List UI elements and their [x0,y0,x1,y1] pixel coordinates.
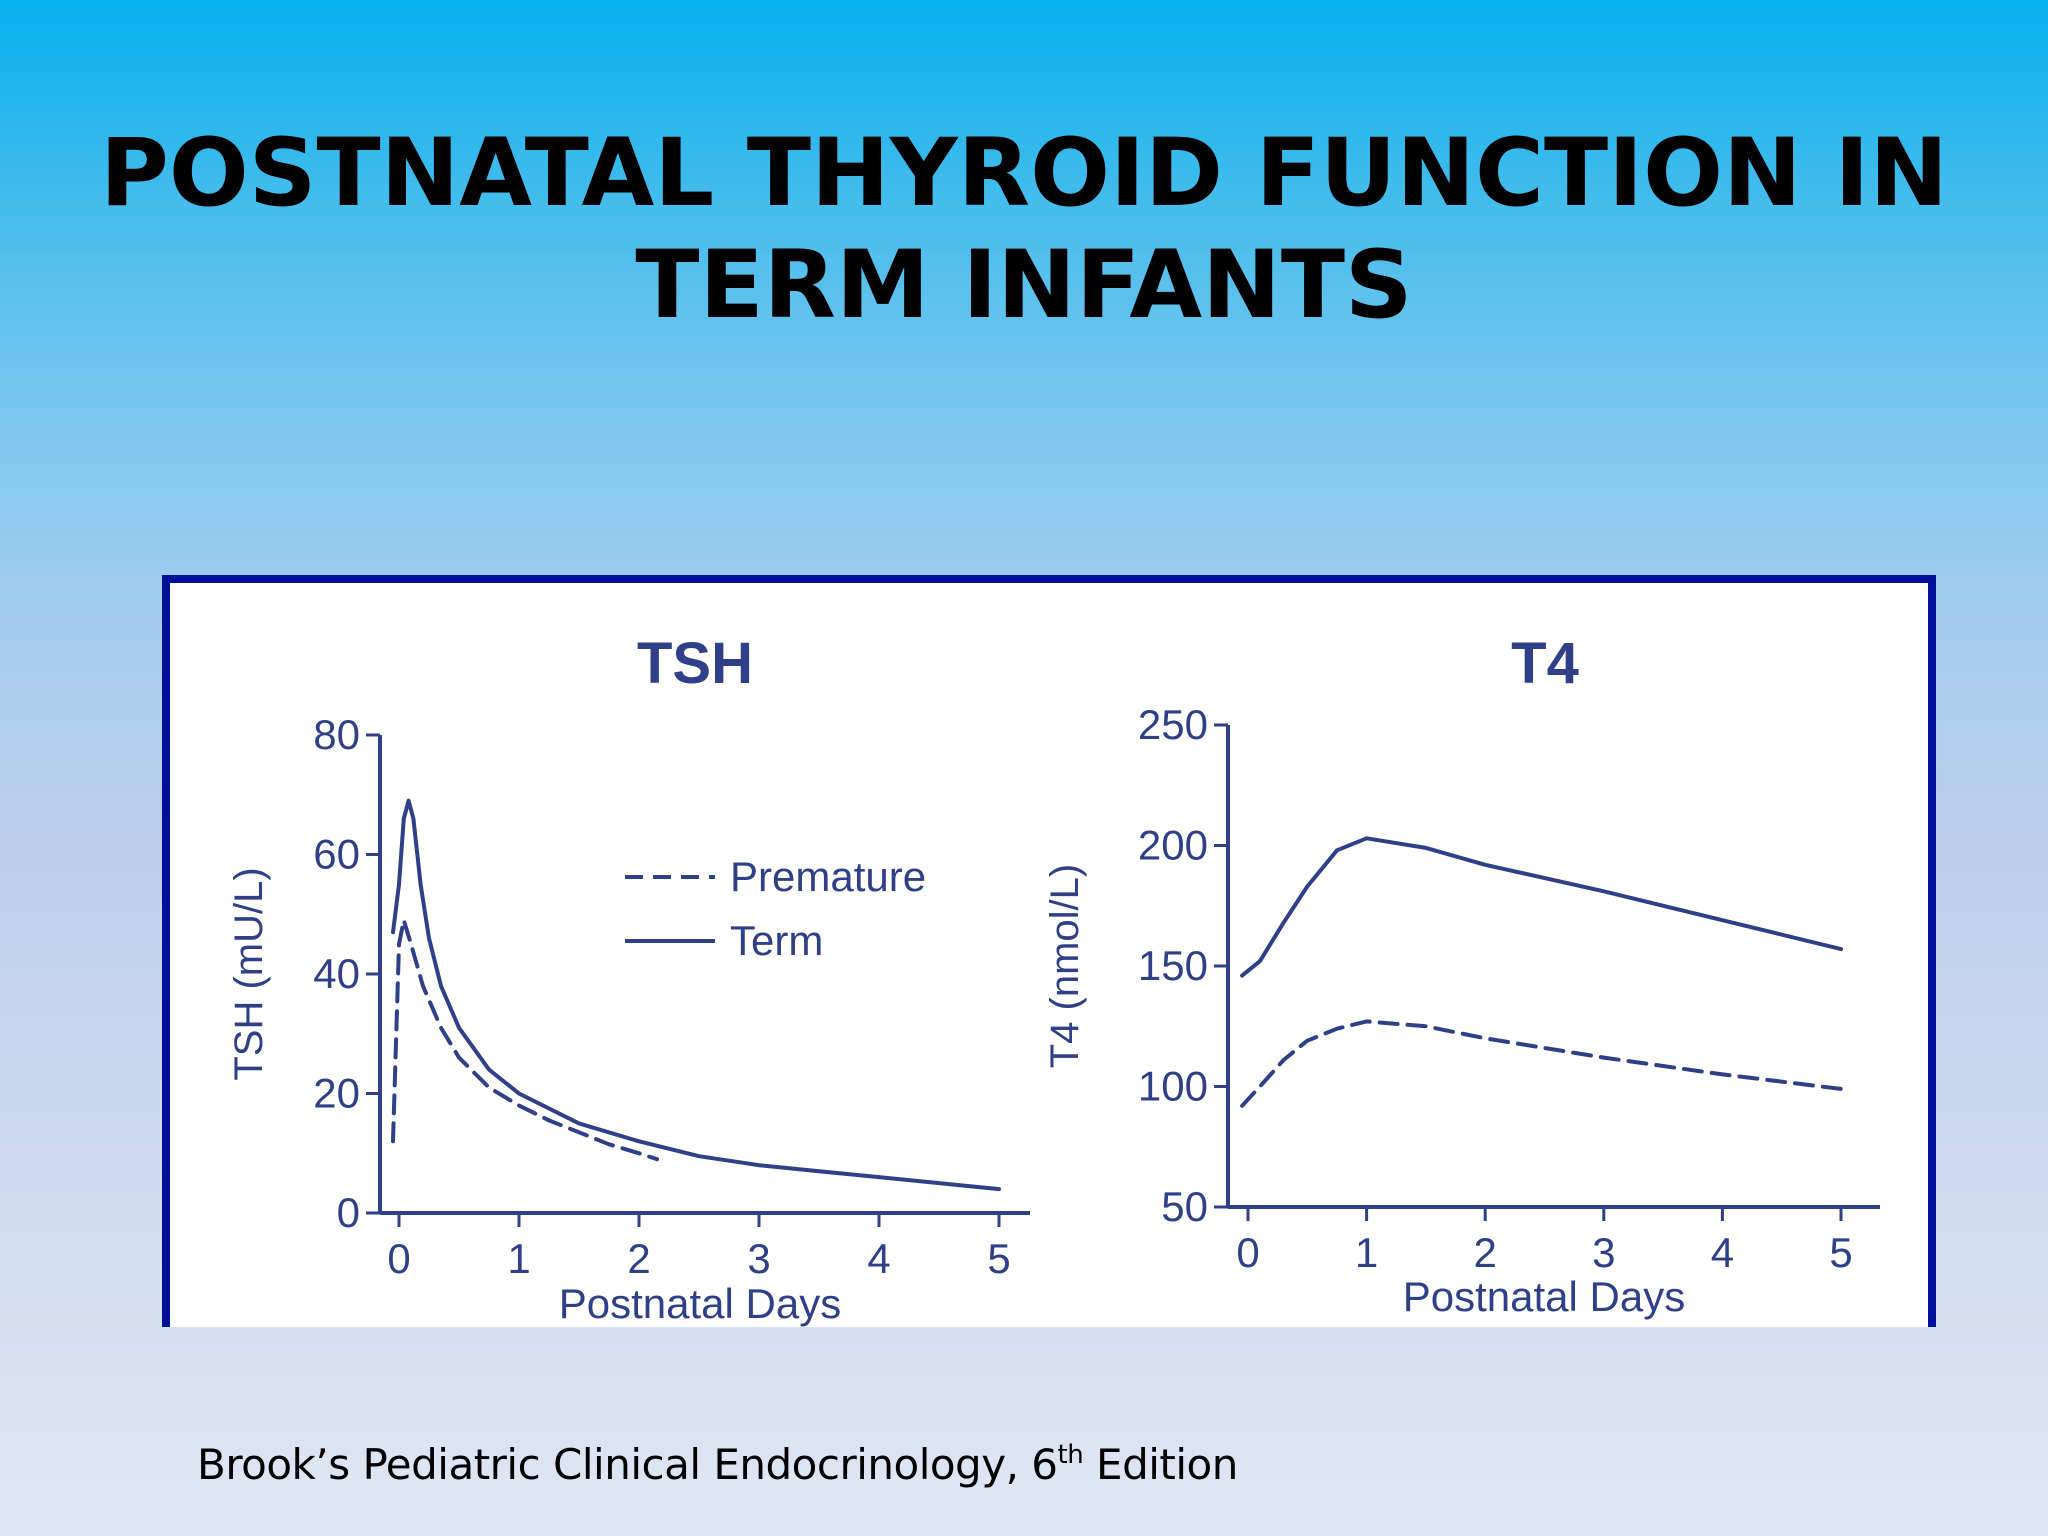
chart1-x-tick-label: 0 [387,1235,410,1282]
chart2-x-axis-label: Postnatal Days [1403,1273,1685,1320]
chart1-x-tick-label: 1 [507,1235,530,1282]
chart1-y-tick-label: 80 [313,711,360,758]
chart1-y-tick-label: 60 [313,831,360,878]
chart2-y-tick-label: 50 [1161,1183,1208,1230]
chart2-y-tick-label: 150 [1138,942,1208,989]
chart2-x-tick-label: 3 [1592,1229,1615,1276]
chart1-x-tick-label: 4 [867,1235,890,1282]
chart2-x-tick-label: 0 [1236,1229,1259,1276]
chart1-x-tick-label: 5 [987,1235,1010,1282]
chart1-series-term-line [391,798,1001,1192]
slide-title: POSTNATAL THYROID FUNCTION IN TERM INFAN… [0,118,2048,342]
chart2-x-tick-label: 2 [1474,1229,1497,1276]
chart2-y-axis-label: T4 (nmol/L) [1043,864,1087,1069]
slide-title-line-1: POSTNATAL THYROID FUNCTION IN [99,119,1949,228]
chart1-x-tick-label: 2 [627,1235,650,1282]
chart2-series-term-line [1240,836,1843,978]
chart1-y-tick-label: 40 [313,950,360,997]
chart2-y-tick-label: 100 [1138,1063,1208,1110]
chart2-y-tick-label: 250 [1138,701,1208,748]
chart1-y-tick-label: 0 [337,1189,360,1236]
chart2-series-premature-line [1240,1019,1843,1108]
chart1-x-tick-label: 3 [747,1235,770,1282]
chart1-legend-label-term: Term [730,917,823,964]
chart1-y-axis-label: TSH (mU/L) [227,867,271,1080]
chart2-x-tick-label: 5 [1829,1229,1852,1276]
chart2-y-tick-label: 200 [1138,822,1208,869]
chart1-legend-label-premature: Premature [730,853,926,900]
chart1-title: TSH [637,631,753,696]
figure-panel: TSH 0 20 40 60 80 0 1 2 3 4 5 TSH (mU/L) Postnatal Da… [162,575,1936,1327]
chart1-series-premature-line [391,918,659,1162]
chart1-y-tick-label: 20 [313,1070,360,1117]
citation-text: Brook’s Pediatric Clinical Endocrinology… [197,1440,1058,1489]
citation: Brook’s Pediatric Clinical Endocrinology… [197,1440,1238,1489]
chart2-title: T4 [1511,631,1579,696]
slide-title-line-2: TERM INFANTS [635,231,1413,340]
citation-superscript: th [1057,1440,1084,1470]
chart2-x-tick-label: 1 [1355,1229,1378,1276]
chart1-x-axis-label: Postnatal Days [559,1280,841,1327]
citation-suffix: Edition [1083,1440,1238,1489]
chart2-x-tick-label: 4 [1711,1229,1734,1276]
